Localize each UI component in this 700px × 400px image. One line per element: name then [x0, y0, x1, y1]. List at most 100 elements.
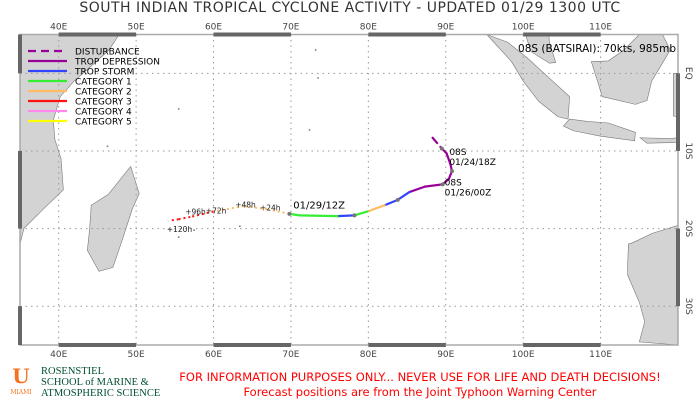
island — [317, 77, 319, 79]
legend-label: TROP STORM — [74, 68, 134, 78]
lon-tick-label: 110E — [589, 350, 612, 360]
storm-track: 08S01/24/18Z08S01/26/00Z01/29/12Z+24h+48… — [167, 136, 496, 234]
land-borneo — [590, 34, 671, 105]
forecast-time-label: +96h — [185, 207, 206, 216]
frame-bar-left — [18, 150, 22, 229]
lon-tick-label: 80E — [360, 23, 377, 33]
frame-bar-right — [676, 228, 680, 307]
school-line-3: ATMOSPHERIC SCIENCE — [41, 388, 161, 399]
lon-tick-label: 90E — [437, 350, 454, 360]
land-masses — [19, 34, 679, 346]
school-logo: U MIAMI ROSENSTIEL SCHOOL of MARINE & AT… — [6, 366, 160, 399]
island — [193, 229, 196, 232]
track-point — [287, 211, 292, 216]
school-line-1: ROSENSTIEL — [41, 366, 104, 377]
track-segment — [423, 183, 444, 188]
grid-lines — [20, 34, 678, 345]
disclaimer: FOR INFORMATION PURPOSES ONLY... NEVER U… — [150, 370, 690, 400]
lon-tick-label: 110E — [589, 23, 612, 33]
forecast-segment — [213, 205, 244, 213]
island — [238, 225, 241, 228]
lon-tick-label: 60E — [205, 350, 222, 360]
map-frame — [18, 32, 680, 347]
track-segment — [298, 214, 339, 218]
legend-label: CATEGORY 4 — [75, 108, 132, 118]
legend-label: CATEGORY 3 — [75, 98, 132, 108]
land-madagascar — [87, 165, 140, 272]
lat-tick-label: 10S — [683, 142, 693, 159]
legend-label: CATEGORY 1 — [75, 78, 132, 88]
frame-bar-right — [676, 73, 680, 151]
track-segment — [383, 198, 399, 207]
legend-label: CATEGORY 2 — [75, 88, 132, 98]
frame-bar-bottom — [213, 343, 291, 347]
lon-tick-label: 50E — [128, 23, 145, 33]
island — [177, 108, 180, 110]
school-line-2: SCHOOL of MARINE & — [41, 377, 149, 388]
lat-tick-label: EQ — [683, 67, 693, 80]
lon-tick-label: 40E — [50, 350, 67, 360]
legend-label: DISTURBANCE — [75, 48, 140, 58]
track-point — [395, 197, 400, 202]
um-logo: U MIAMI — [6, 366, 36, 396]
forecast-segment — [178, 215, 191, 221]
storm-name-label: 08S — [449, 148, 466, 158]
lon-tick-label: 50E — [128, 350, 145, 360]
land-australia — [627, 225, 679, 346]
forecast-segment — [266, 208, 290, 215]
forecast-time-label: +72h — [206, 207, 227, 216]
forecast-time-label: +24h — [260, 204, 281, 213]
lon-tick-label: 80E — [360, 350, 377, 360]
track-segment — [366, 204, 386, 213]
logo-letter: U — [12, 364, 30, 388]
page-title: SOUTH INDIAN TROPICAL CYCLONE ACTIVITY -… — [79, 0, 621, 16]
land-lesser_sunda — [639, 137, 679, 144]
track-point — [352, 213, 357, 218]
forecast-time-label: +48h — [235, 200, 256, 209]
current-position-label: 01/29/12Z — [293, 200, 345, 211]
forecast-segment — [243, 205, 268, 211]
land-sumatra — [486, 34, 570, 120]
legend-label: CATEGORY 5 — [75, 118, 132, 128]
lon-tick-label: 90E — [437, 23, 454, 33]
frame-bar-top — [368, 32, 446, 37]
frame-bar-top — [58, 32, 137, 37]
frame-bar-bottom — [58, 343, 137, 347]
island — [177, 236, 180, 239]
lon-tick-label: 100E — [512, 350, 535, 360]
track-segment — [353, 210, 369, 217]
frame-bar-top — [523, 32, 601, 37]
track-segment — [408, 185, 426, 194]
lat-tick-label: 30S — [683, 298, 693, 315]
frame-bar-bottom — [523, 343, 601, 347]
lon-tick-label: 40E — [50, 23, 67, 33]
land-java — [562, 118, 636, 142]
frame-bar-top — [213, 32, 291, 37]
source-note: Forecast positions are from the Joint Ty… — [243, 385, 597, 399]
disclaimer-text: FOR INFORMATION PURPOSES ONLY... NEVER U… — [179, 370, 661, 384]
island — [314, 49, 317, 51]
storm-info: 08S (BATSIRAI): 70kts, 985mb — [518, 43, 676, 55]
track-segment — [431, 136, 443, 150]
forecast-segment — [168, 218, 179, 222]
lon-tick-label: 100E — [512, 23, 535, 33]
lon-tick-label: 70E — [282, 350, 299, 360]
track-point — [440, 182, 445, 187]
storm-time-label: 01/24/18Z — [449, 158, 496, 168]
forecast-segment — [190, 210, 214, 218]
logo-city: MIAMI — [10, 389, 32, 396]
lon-tick-label: 60E — [205, 23, 222, 33]
storm-time-label: 01/26/00Z — [445, 188, 492, 198]
track-point — [449, 169, 454, 174]
track-segment — [396, 190, 411, 201]
land-africa — [19, 34, 120, 245]
lon-tick-label: 70E — [282, 23, 299, 33]
frame-bar-left — [18, 34, 22, 74]
track-point — [439, 146, 444, 151]
frame-bar-left — [18, 306, 22, 345]
legend-label: TROP DEPRESSION — [74, 58, 160, 68]
track-segment — [336, 214, 356, 218]
axis-tick-labels: 40E 40E 50E 50E 60E 60E 70E 70E 80E 80E 90E 90E 100E… — [50, 23, 693, 361]
frame-bar-bottom — [368, 343, 446, 347]
